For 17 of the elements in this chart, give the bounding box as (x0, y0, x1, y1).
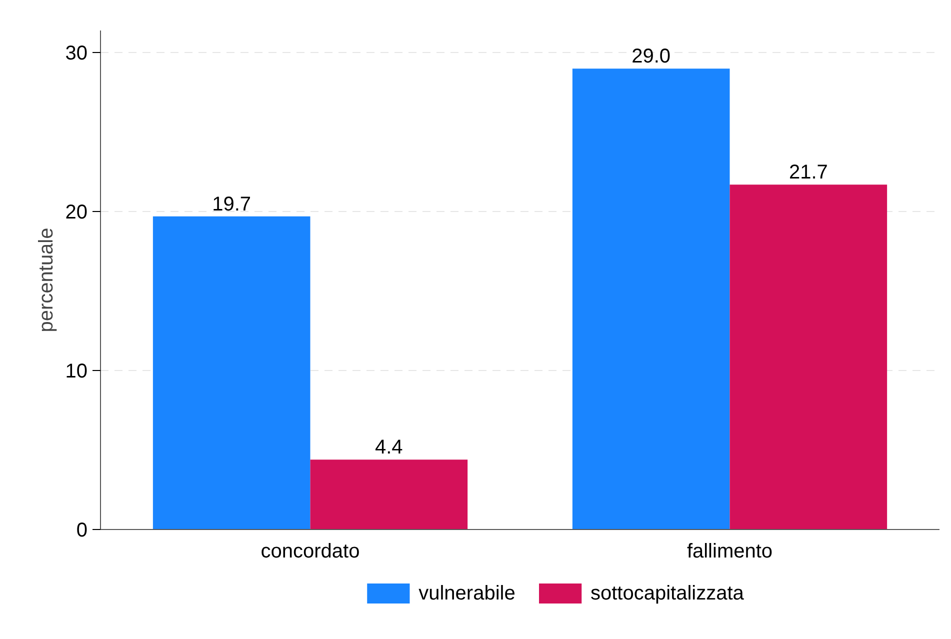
y-tick-label: 30 (65, 42, 88, 65)
x-tick-label: fallimento (686, 540, 773, 562)
text: 4.4 (375, 436, 403, 459)
text: 21.7 (788, 162, 828, 184)
text: 19.7 (212, 193, 252, 216)
y-tick-label: 10 (65, 360, 88, 383)
y-tick-label: 0 (76, 520, 88, 542)
x-tick-label: concordato (260, 540, 360, 562)
legend-label: sottocapitalizzata (590, 582, 745, 604)
bar (730, 184, 888, 530)
legend-label: vulnerabile (418, 582, 516, 604)
y-tick-label: 20 (65, 202, 88, 224)
bar (152, 216, 310, 530)
bar (310, 460, 468, 530)
text: 29.0 (632, 46, 671, 68)
bar (572, 68, 730, 530)
y-axis-title: percentuale (35, 228, 58, 332)
